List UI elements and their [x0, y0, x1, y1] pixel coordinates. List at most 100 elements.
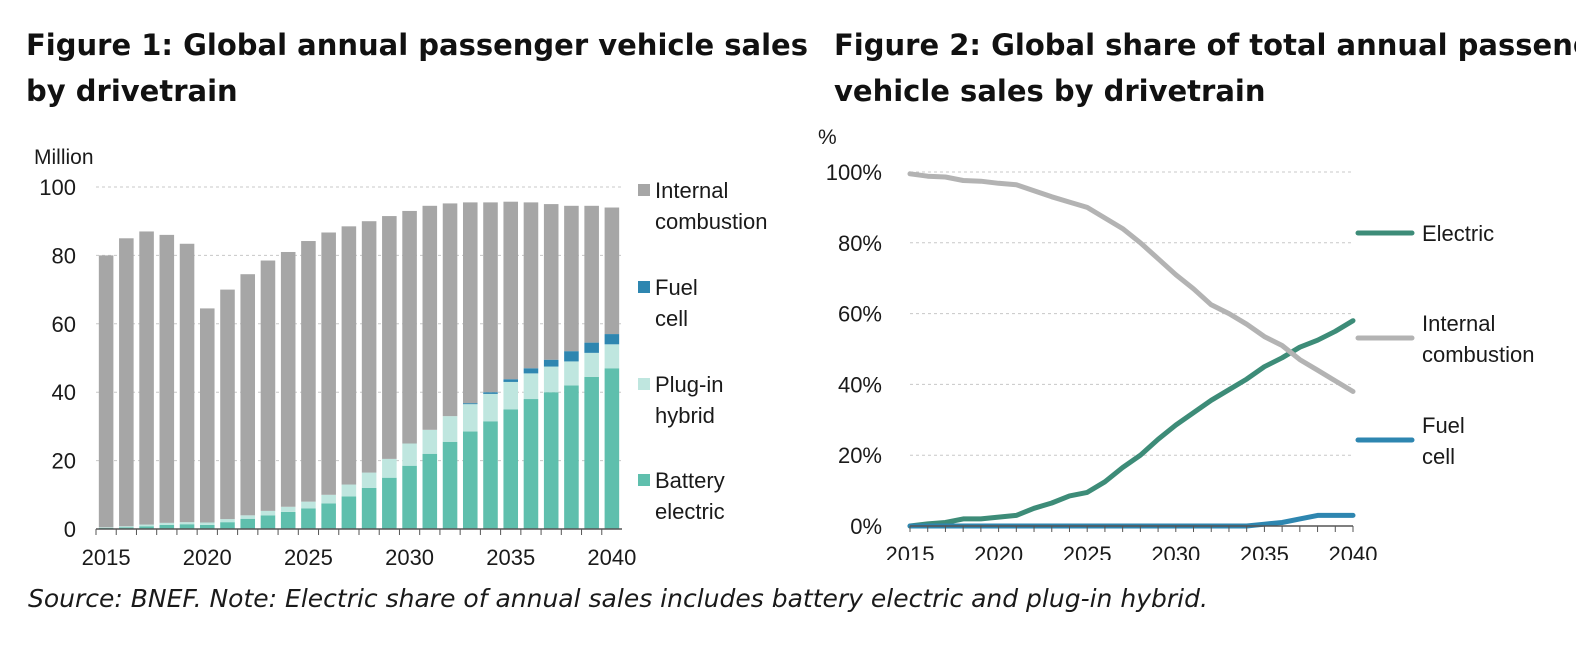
chart2-x-tick-label: 2015 — [886, 542, 935, 560]
bar-internal-combustion-2037 — [543, 204, 559, 360]
chart1-y-tick-label: 100 — [39, 175, 76, 200]
source-note: Source: BNEF. Note: Electric share of an… — [28, 584, 1208, 613]
chart2-legend: Electric Internal combustion Fuel cell — [1355, 221, 1535, 469]
bar-fuel-cell-2040 — [604, 334, 620, 345]
bar-plug-in-hybrid-2028 — [361, 472, 377, 488]
chart1-y-tick-label: 20 — [52, 449, 76, 474]
chart2-x-tick-label: 2030 — [1151, 542, 1200, 560]
bar-internal-combustion-2038 — [564, 205, 579, 352]
bar-battery-electric-2025 — [301, 508, 316, 529]
figure1-title: Figure 1: Global annual passenger vehicl… — [26, 22, 816, 114]
bar-battery-electric-2026 — [321, 503, 336, 529]
chart2-y-tick-label: 0% — [850, 514, 882, 539]
bar-plug-in-hybrid-2037 — [543, 366, 559, 393]
chart2-y-tick-label: 80% — [838, 231, 882, 256]
figure1-title-line2: by drivetrain — [26, 74, 238, 108]
bar-battery-electric-2031 — [422, 453, 438, 529]
chart2-y-tick-label: 40% — [838, 372, 882, 397]
bar-internal-combustion-2015 — [98, 255, 114, 528]
bar-battery-electric-2027 — [341, 496, 357, 529]
share-line-chart: 0% 20% 40% 60% 80% 100%% 2015 2020 2025 2030 2035 2… — [818, 126, 1535, 560]
bar-internal-combustion-2029 — [382, 216, 397, 459]
chart2-gridlines — [910, 171, 1353, 456]
bar-internal-combustion-2033 — [462, 202, 478, 404]
bar-plug-in-hybrid-2017 — [139, 524, 154, 527]
chart2-axes: 0% 20% 40% 60% 80% 100%% 2015 2020 2025 2030 2035 2… — [818, 126, 1377, 560]
bar-battery-electric-2033 — [462, 431, 478, 529]
bar-battery-electric-2039 — [584, 376, 599, 529]
chart2-x-tick-label: 2040 — [1329, 542, 1378, 560]
bar-internal-combustion-2040 — [604, 207, 620, 335]
bar-internal-combustion-2018 — [159, 234, 175, 523]
bar-plug-in-hybrid-2024 — [280, 506, 296, 512]
bar-fuel-cell-2033 — [462, 403, 478, 405]
bar-fuel-cell-2037 — [543, 359, 559, 367]
chart1-x-tick-label: 2035 — [486, 545, 535, 570]
chart1-bars — [98, 201, 620, 529]
bar-battery-electric-2035 — [503, 409, 519, 529]
legend-label-fuel-cell: Fuel cell — [655, 275, 698, 331]
bar-battery-electric-2022 — [240, 518, 256, 529]
chart1-y-tick-label: 40 — [52, 380, 76, 405]
chart1-y-tick-label: 80 — [52, 243, 76, 268]
bar-internal-combustion-2016 — [119, 238, 134, 527]
chart2-y-tick-label: 20% — [838, 443, 882, 468]
bar-battery-electric-2017 — [139, 526, 154, 529]
bar-internal-combustion-2032 — [442, 203, 458, 417]
bar-plug-in-hybrid-2021 — [220, 519, 235, 523]
bar-internal-combustion-2039 — [584, 205, 599, 343]
bar-plug-in-hybrid-2023 — [260, 510, 276, 516]
bar-battery-electric-2016 — [119, 527, 134, 529]
bar-plug-in-hybrid-2030 — [402, 443, 417, 466]
chart2-x-tick-label: 2035 — [1240, 542, 1289, 560]
figure2-title-line2: vehicle sales by drivetrain — [834, 74, 1266, 108]
bar-plug-in-hybrid-2015 — [98, 527, 114, 528]
chart2-x-tick-label: 2020 — [974, 542, 1023, 560]
bar-battery-electric-2019 — [179, 524, 195, 529]
legend-swatch-internal-combustion — [638, 184, 650, 196]
bar-internal-combustion-2023 — [260, 260, 276, 511]
chart1-x-tick-label: 2020 — [183, 545, 232, 570]
bar-internal-combustion-2027 — [341, 226, 357, 485]
chart2-x-tick-label: 2025 — [1063, 542, 1112, 560]
bar-battery-electric-2036 — [523, 399, 539, 529]
bar-internal-combustion-2022 — [240, 274, 256, 516]
bar-plug-in-hybrid-2026 — [321, 494, 336, 504]
chart1-y-tick-label: 60 — [52, 312, 76, 337]
legend-label-plug-in-hybrid: Plug-in hybrid — [655, 372, 723, 428]
bar-battery-electric-2020 — [199, 524, 215, 529]
bar-fuel-cell-2036 — [523, 368, 539, 374]
bar-plug-in-hybrid-2020 — [199, 522, 215, 525]
bar-plug-in-hybrid-2039 — [584, 352, 599, 377]
bar-plug-in-hybrid-2033 — [462, 404, 478, 432]
bar-plug-in-hybrid-2022 — [240, 515, 256, 519]
bar-internal-combustion-2025 — [301, 241, 316, 502]
figure1-title-line1: Figure 1: Global annual passenger vehicl… — [26, 28, 808, 62]
legend-label-internal-combustion: Internal combustion — [655, 178, 768, 234]
bar-internal-combustion-2034 — [483, 202, 498, 393]
legend-label-internal-combustion: Internal combustion — [1422, 311, 1535, 367]
bar-internal-combustion-2020 — [199, 308, 215, 523]
bar-battery-electric-2029 — [382, 477, 397, 529]
chart1-x-tick-label: 2040 — [587, 545, 636, 570]
bar-fuel-cell-2034 — [483, 392, 498, 394]
bar-internal-combustion-2019 — [179, 243, 195, 523]
bar-internal-combustion-2026 — [321, 232, 336, 495]
legend-label-fuel-cell: Fuel cell — [1422, 413, 1465, 469]
chart1-y-tick-label: 0 — [64, 517, 76, 542]
legend-label-battery-electric: Battery electric — [655, 468, 725, 524]
figure2-title-line1: Figure 2: Global share of total annual p… — [834, 28, 1576, 62]
bar-battery-electric-2030 — [402, 465, 417, 529]
bar-plug-in-hybrid-2040 — [604, 344, 620, 369]
chart2-lines — [907, 171, 1356, 529]
bar-plug-in-hybrid-2019 — [179, 522, 195, 525]
bar-internal-combustion-2021 — [220, 289, 235, 520]
bar-battery-electric-2037 — [543, 392, 559, 529]
bar-battery-electric-2023 — [260, 515, 276, 529]
chart1-gridlines — [96, 186, 622, 462]
bar-plug-in-hybrid-2016 — [119, 526, 134, 528]
bar-internal-combustion-2024 — [280, 251, 296, 507]
legend-swatch-fuel-cell — [638, 281, 650, 293]
